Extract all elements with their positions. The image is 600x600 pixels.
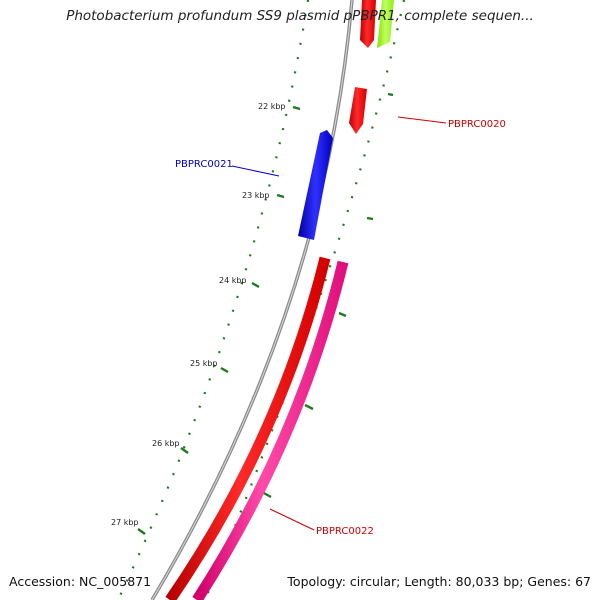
tick-label-26kbp: 26 kbp: [152, 439, 180, 448]
red-feature-long: [165, 256, 331, 600]
kbp-tick-26: 26 kbp: [152, 439, 189, 454]
red-feature-top: [360, 0, 376, 48]
kbp-tick-22: 22 kbp: [258, 102, 301, 111]
leader-line-pbprc0020: [397, 116, 447, 124]
accession-text: Accession: NC_005871: [9, 574, 152, 589]
tick-label-22kbp: 22 kbp: [258, 102, 286, 111]
red-feature-pbprc0020: [349, 87, 367, 134]
tick-label-23kbp: 23 kbp: [242, 191, 270, 200]
green-feature-top: [377, 0, 394, 48]
tick-label-24kbp: 24 kbp: [219, 276, 247, 285]
page-title: Photobacterium profundum SS9 plasmid pPB…: [66, 8, 534, 24]
kbp-tick-27: 27 kbp: [111, 518, 146, 535]
outer-dotted-ring: [203, 0, 406, 600]
pink-feature-long: [192, 260, 349, 600]
tick-label-25kbp: 25 kbp: [190, 359, 218, 368]
genome-backbone-highlight: [151, 0, 353, 600]
leader-line-pbprc0022: [269, 508, 315, 531]
gene-label-pbprc0022: PBPRC0022: [316, 526, 374, 537]
inner-dotted-ring: [117, 0, 310, 600]
blue-feature-pbprc0021: [298, 130, 333, 240]
leader-line-pbprc0021: [231, 165, 280, 177]
kbp-tick-23: 23 kbp: [242, 191, 285, 200]
genome-summary-text: Topology: circular; Length: 80,033 bp; G…: [287, 574, 591, 589]
kbp-tick-25: 25 kbp: [190, 359, 229, 374]
gene-label-pbprc0021: PBPRC0021: [175, 159, 233, 170]
gene-label-pbprc0020: PBPRC0020: [448, 119, 506, 130]
tick-label-27kbp: 27 kbp: [111, 518, 139, 527]
kbp-tick-24: 24 kbp: [219, 276, 260, 289]
